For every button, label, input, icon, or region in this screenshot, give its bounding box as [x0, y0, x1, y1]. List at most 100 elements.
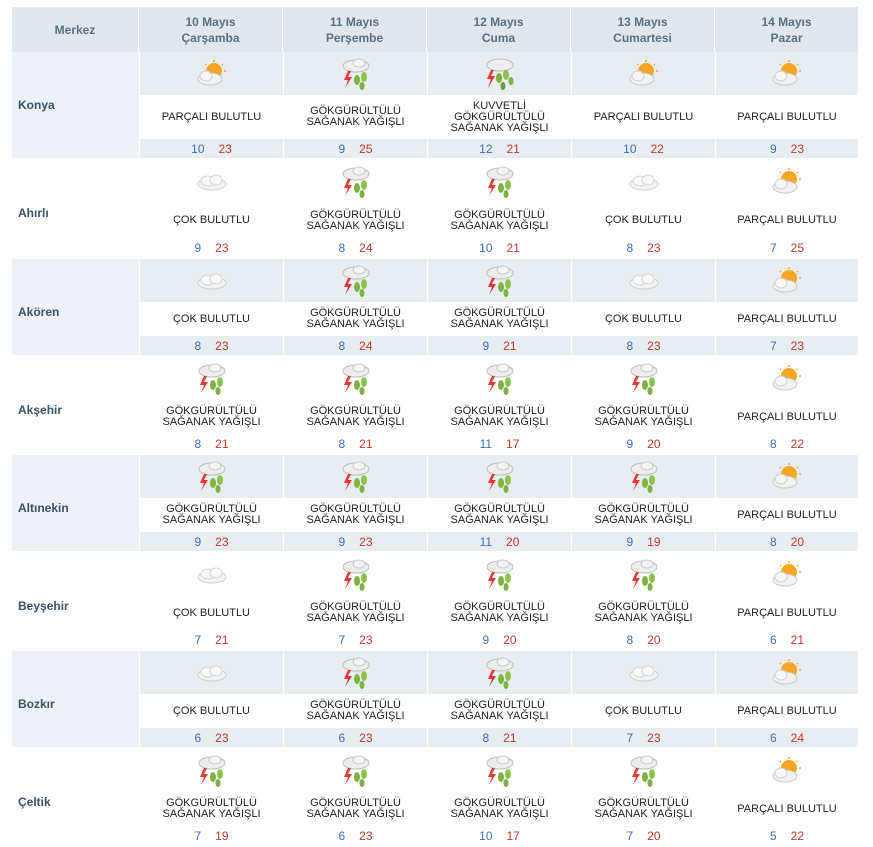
thunderstorm-icon — [284, 52, 427, 95]
partly-cloudy-icon — [716, 160, 858, 203]
header-day: 13 Mayıs Cumartesi — [571, 7, 715, 52]
thunderstorm-icon — [284, 455, 427, 498]
temperature-range: 8 22 — [716, 434, 858, 453]
max-temp: 21 — [506, 141, 520, 156]
temperature-range: 8 21 — [284, 434, 427, 453]
min-temp: 6 — [769, 632, 777, 647]
max-temp: 21 — [506, 240, 520, 255]
thunderstorm-icon — [572, 749, 715, 792]
min-temp: 9 — [338, 141, 346, 156]
condition-text: GÖKGÜRÜLTÜLÜ SAĞANAK YAĞIŞLI — [284, 792, 427, 826]
forecast-cell: GÖKGÜRÜLTÜLÜ SAĞANAK YAĞIŞLI 6 23 — [283, 749, 427, 845]
day-weekday: Cuma — [481, 30, 516, 45]
temperature-range: 10 22 — [572, 139, 715, 158]
condition-text: PARÇALI BULUTLU — [716, 302, 858, 336]
thunderstorm-icon — [284, 357, 427, 400]
max-temp: 23 — [215, 240, 229, 255]
max-temp: 23 — [359, 632, 373, 647]
max-temp: 23 — [359, 534, 373, 549]
thunderstorm-icon — [140, 749, 283, 792]
temperature-range: 7 25 — [716, 238, 858, 257]
temperature-range: 6 23 — [284, 728, 427, 747]
temperature-range: 11 20 — [428, 532, 571, 551]
min-temp: 7 — [626, 730, 634, 745]
thunderstorm-icon — [428, 357, 571, 400]
cloudy-icon — [572, 259, 715, 302]
forecast-cell: PARÇALI BULUTLU 8 20 — [715, 455, 858, 551]
forecast-cell: GÖKGÜRÜLTÜLÜ SAĞANAK YAĞIŞLI 10 17 — [427, 749, 571, 845]
temperature-range: 10 17 — [428, 826, 571, 845]
thunderstorm-icon — [284, 749, 427, 792]
condition-text: GÖKGÜRÜLTÜLÜ SAĞANAK YAĞIŞLI — [284, 302, 427, 336]
condition-text: GÖKGÜRÜLTÜLÜ SAĞANAK YAĞIŞLI — [284, 498, 427, 532]
table-row: Çeltik GÖKGÜRÜLTÜLÜ SAĞANAK YAĞIŞLI 7 19 GÖK… — [12, 749, 859, 847]
max-temp: 24 — [359, 240, 373, 255]
forecast-cell: ÇOK BULUTLU 7 21 — [139, 553, 283, 649]
condition-text: ÇOK BULUTLU — [140, 694, 283, 728]
max-temp: 22 — [650, 141, 664, 156]
max-temp: 25 — [359, 141, 373, 156]
thunderstorm-icon — [284, 651, 427, 694]
condition-text: PARÇALI BULUTLU — [572, 95, 715, 139]
condition-text: GÖKGÜRÜLTÜLÜ SAĞANAK YAĞIŞLI — [140, 792, 283, 826]
forecast-cell: ÇOK BULUTLU 7 23 — [571, 651, 715, 747]
day-weekday: Çarşamba — [181, 30, 240, 45]
center-label: Merkez — [54, 22, 96, 37]
min-temp: 6 — [769, 730, 777, 745]
day-date: 12 Mayıs — [473, 14, 524, 29]
condition-text: GÖKGÜRÜLTÜLÜ SAĞANAK YAĞIŞLI — [428, 203, 571, 238]
condition-text: GÖKGÜRÜLTÜLÜ SAĞANAK YAĞIŞLI — [572, 400, 715, 434]
temperature-range: 12 21 — [428, 139, 571, 158]
partly-cloudy-icon — [572, 52, 715, 95]
min-temp: 8 — [626, 632, 634, 647]
condition-text: PARÇALI BULUTLU — [716, 95, 858, 139]
condition-text: GÖKGÜRÜLTÜLÜ SAĞANAK YAĞIŞLI — [572, 498, 715, 532]
forecast-rows: Konya PARÇALI BULUTLU 10 23 GÖKGÜRÜLTÜLÜ SAĞ… — [12, 52, 859, 847]
min-temp: 8 — [769, 436, 777, 451]
max-temp: 21 — [359, 436, 373, 451]
max-temp: 23 — [647, 240, 661, 255]
condition-text: GÖKGÜRÜLTÜLÜ SAĞANAK YAĞIŞLI — [428, 400, 571, 434]
forecast-cell: GÖKGÜRÜLTÜLÜ SAĞANAK YAĞIŞLI 7 23 — [283, 553, 427, 649]
forecast-cell: ÇOK BULUTLU 8 23 — [571, 259, 715, 355]
thunderstorm-icon — [428, 651, 571, 694]
city-name: Konya — [12, 52, 139, 158]
header-day: 12 Mayıs Cuma — [427, 7, 571, 52]
forecast-cell: ÇOK BULUTLU 8 23 — [139, 259, 283, 355]
day-date: 13 Mayıs — [617, 14, 668, 29]
thunderstorm-icon — [284, 553, 427, 596]
min-temp: 10 — [479, 828, 493, 843]
condition-text: GÖKGÜRÜLTÜLÜ SAĞANAK YAĞIŞLI — [428, 694, 571, 728]
table-row: Akşehir GÖKGÜRÜLTÜLÜ SAĞANAK YAĞIŞLI 8 21 GÖ… — [12, 357, 859, 455]
cloudy-icon — [140, 553, 283, 596]
max-temp: 21 — [215, 632, 229, 647]
max-temp: 23 — [647, 730, 661, 745]
temperature-range: 9 23 — [284, 532, 427, 551]
thunderstorm-icon — [428, 160, 571, 203]
table-row: Beyşehir ÇOK BULUTLU 7 21 GÖKGÜRÜLTÜLÜ SAĞAN… — [12, 553, 859, 651]
thunderstorm-icon — [428, 259, 571, 302]
temperature-range: 7 23 — [716, 336, 858, 355]
temperature-range: 6 21 — [716, 630, 858, 649]
cloudy-icon — [140, 160, 283, 203]
temperature-range: 9 25 — [284, 139, 427, 158]
max-temp: 20 — [647, 632, 661, 647]
max-temp: 23 — [218, 141, 232, 156]
day-date: 11 Mayıs — [329, 14, 380, 29]
min-temp: 8 — [769, 534, 777, 549]
max-temp: 24 — [790, 730, 805, 745]
temperature-range: 8 23 — [572, 336, 715, 355]
condition-text: ÇOK BULUTLU — [572, 694, 715, 728]
max-temp: 19 — [215, 828, 229, 843]
temperature-range: 7 19 — [140, 826, 283, 845]
max-temp: 23 — [215, 338, 229, 353]
min-temp: 9 — [338, 534, 346, 549]
max-temp: 24 — [359, 338, 373, 353]
condition-text: PARÇALI BULUTLU — [716, 400, 858, 434]
condition-text: GÖKGÜRÜLTÜLÜ SAĞANAK YAĞIŞLI — [428, 302, 571, 336]
cloudy-icon — [572, 160, 715, 203]
max-temp: 25 — [790, 240, 805, 255]
condition-text: PARÇALI BULUTLU — [716, 596, 858, 630]
header-day: 11 Mayıs Perşembe — [283, 7, 427, 52]
cloudy-icon — [572, 651, 715, 694]
